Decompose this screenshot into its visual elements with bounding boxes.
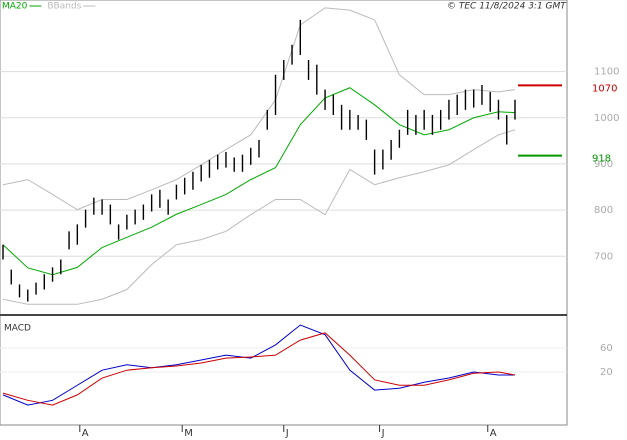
x-tick-label: J bbox=[381, 428, 385, 439]
source: © TEC 11/8/2024 3:1 GMT bbox=[447, 2, 567, 12]
macd-line bbox=[2, 332, 516, 406]
y-tick-label: 900 bbox=[594, 159, 613, 170]
level-label: 918 bbox=[592, 154, 611, 165]
macd-title: MACD bbox=[4, 324, 31, 334]
legend-label: BBands bbox=[47, 2, 81, 12]
x-tick-label: J bbox=[285, 428, 289, 439]
bollinger-band bbox=[2, 129, 516, 305]
y-tick-label: 1000 bbox=[594, 113, 619, 124]
y-tick-label: 700 bbox=[594, 251, 613, 262]
x-tick-label: M bbox=[184, 428, 193, 439]
level-label: 1070 bbox=[592, 83, 617, 94]
x-tick-label: A bbox=[82, 428, 89, 439]
y-tick-label: 20 bbox=[600, 367, 613, 378]
bollinger-band bbox=[2, 7, 516, 211]
y-tick-label: 800 bbox=[594, 205, 613, 216]
y-tick-label: 1100 bbox=[594, 67, 619, 78]
y-tick-label: 60 bbox=[600, 343, 613, 354]
macd-line bbox=[2, 324, 515, 406]
legend-label: MA20 bbox=[2, 2, 28, 12]
ma20-line bbox=[2, 87, 516, 276]
x-tick-label: A bbox=[490, 428, 497, 439]
